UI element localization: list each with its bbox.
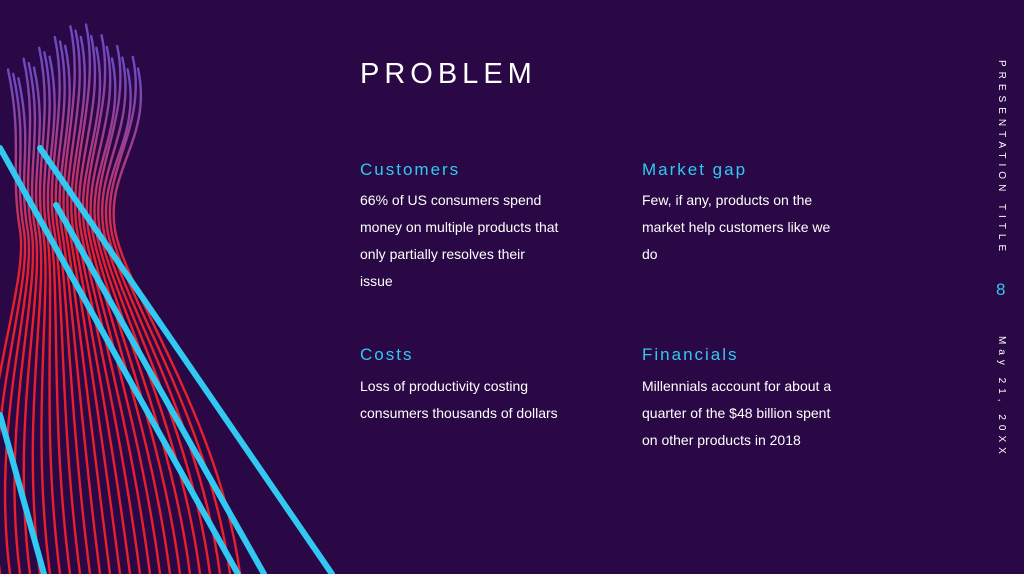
page-number: 8 [996,280,1006,299]
costs-heading: Costs [360,345,414,364]
wave-line [58,44,102,574]
market-gap-heading: Market gap [642,160,748,179]
slide-date: May 21, 20XX [996,336,1007,459]
wave-line [38,46,52,574]
wave-line [85,34,172,574]
wave-line [22,61,39,574]
wave-line [108,55,232,574]
wave-line [0,72,27,574]
wave-line [0,68,23,381]
wave-line [3,77,31,574]
wave-line [112,67,242,574]
market-gap-body: Few, if any, products on the market help… [642,192,831,262]
financials-heading: Financials [642,345,739,364]
wave-line [77,34,152,574]
wave-line [42,51,62,574]
wave-line [31,66,43,574]
costs-body: Loss of productivity costing consumers t… [360,378,558,421]
customers-body: 66% of US consumers spend money on multi… [360,192,559,289]
decorative-wave-lines [0,23,335,574]
presentation-title: PRESENTATION TITLE [996,60,1007,257]
wave-line [89,45,182,574]
wave-line [13,57,35,574]
wave-line [66,29,122,574]
wave-line [93,57,192,574]
wave-line [81,46,162,574]
customers-heading: Customers [360,160,461,179]
financials-body: Millennials account for about a quarter … [642,378,832,448]
wave-line [62,25,112,574]
wave-line [54,40,92,574]
slide-title: PROBLEM [360,58,537,90]
wave-line [50,35,82,574]
